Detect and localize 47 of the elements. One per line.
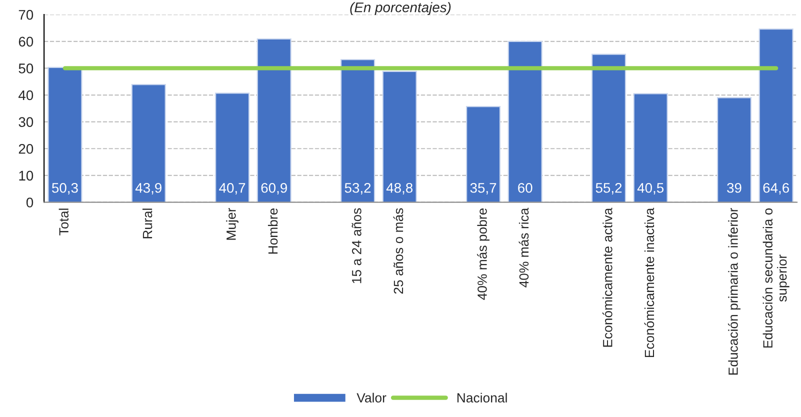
bar [758,28,794,202]
legend-label: Nacional [457,392,507,403]
y-tick-label: 50 [18,64,34,74]
y-tick-label: 40 [18,90,34,100]
bar [256,38,292,202]
x-tick-label: 25 años o más [393,208,404,294]
bar [340,59,376,202]
data-label: 40,7 [219,182,246,194]
bar [382,70,417,202]
data-label: 43,9 [135,182,162,194]
x-tick-label: Mujer [226,208,238,240]
data-label: 60 [518,182,532,193]
y-tick-label: 60 [18,36,34,47]
x-tick-label: Educación primaria o inferior [728,208,740,375]
y-tick-label: 0 [26,198,34,208]
data-label: 48,8 [386,182,413,194]
x-tick-label: Económicamente inactiva [644,208,654,358]
bar [716,97,752,202]
x-tick-label: Total [58,208,69,236]
x-tick-label: Rural [142,208,152,238]
data-label: 35,7 [470,182,496,194]
x-tick-label: Educación secundaria o superior [762,208,790,348]
y-tick-label: 70 [18,10,34,20]
bar [591,54,626,202]
x-tick-label: 15 a 24 años [352,208,362,284]
legend-label: Valor [356,392,386,403]
data-label: 40,5 [637,182,664,194]
y-tick-label: 10 [19,170,34,181]
data-label: 53,2 [344,182,371,194]
data-label: 50,3 [52,182,78,194]
bar [508,40,542,202]
data-label: 55,2 [596,182,622,194]
bar [215,92,250,202]
data-label: 64,6 [763,182,789,194]
x-tick-label: Hombre [268,208,278,254]
chart-subtitle: (En porcentajes) [350,2,451,16]
y-tick-label: 20 [18,144,34,154]
data-label: 60,9 [261,182,287,194]
y-tick-label: 30 [18,117,34,127]
bar [131,84,166,202]
bar [48,66,82,202]
bar [633,93,668,202]
x-tick-label: 40% más pobre [477,208,490,300]
data-label: 39 [727,182,742,193]
bar [466,106,501,202]
x-tick-label: Económicamente activa [602,208,612,347]
x-tick-label: 40% más rica [518,208,529,288]
